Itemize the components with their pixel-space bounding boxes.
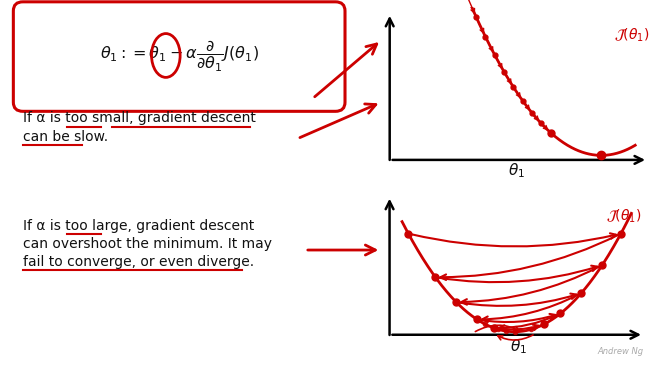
Text: can overshoot the minimum. It may: can overshoot the minimum. It may xyxy=(23,237,272,250)
Text: $\theta_1$: $\theta_1$ xyxy=(508,162,525,180)
Text: $\mathcal{J}(\theta_1)$: $\mathcal{J}(\theta_1)$ xyxy=(607,208,642,225)
FancyBboxPatch shape xyxy=(13,2,345,111)
Text: If α is too large, gradient descent: If α is too large, gradient descent xyxy=(23,219,254,233)
Text: $\theta_1$: $\theta_1$ xyxy=(511,337,527,356)
Text: $\theta_1 := \theta_1 - \alpha\dfrac{\partial}{\partial\theta_1}J(\theta_1)$: $\theta_1 := \theta_1 - \alpha\dfrac{\pa… xyxy=(99,39,259,74)
Text: can be slow.: can be slow. xyxy=(23,130,108,143)
Text: If α is too small, gradient descent: If α is too small, gradient descent xyxy=(23,111,256,125)
Text: Andrew Ng: Andrew Ng xyxy=(598,347,644,357)
Text: $\mathcal{J}(\theta_1)$: $\mathcal{J}(\theta_1)$ xyxy=(614,27,650,45)
Text: fail to converge, or even diverge.: fail to converge, or even diverge. xyxy=(23,255,254,269)
